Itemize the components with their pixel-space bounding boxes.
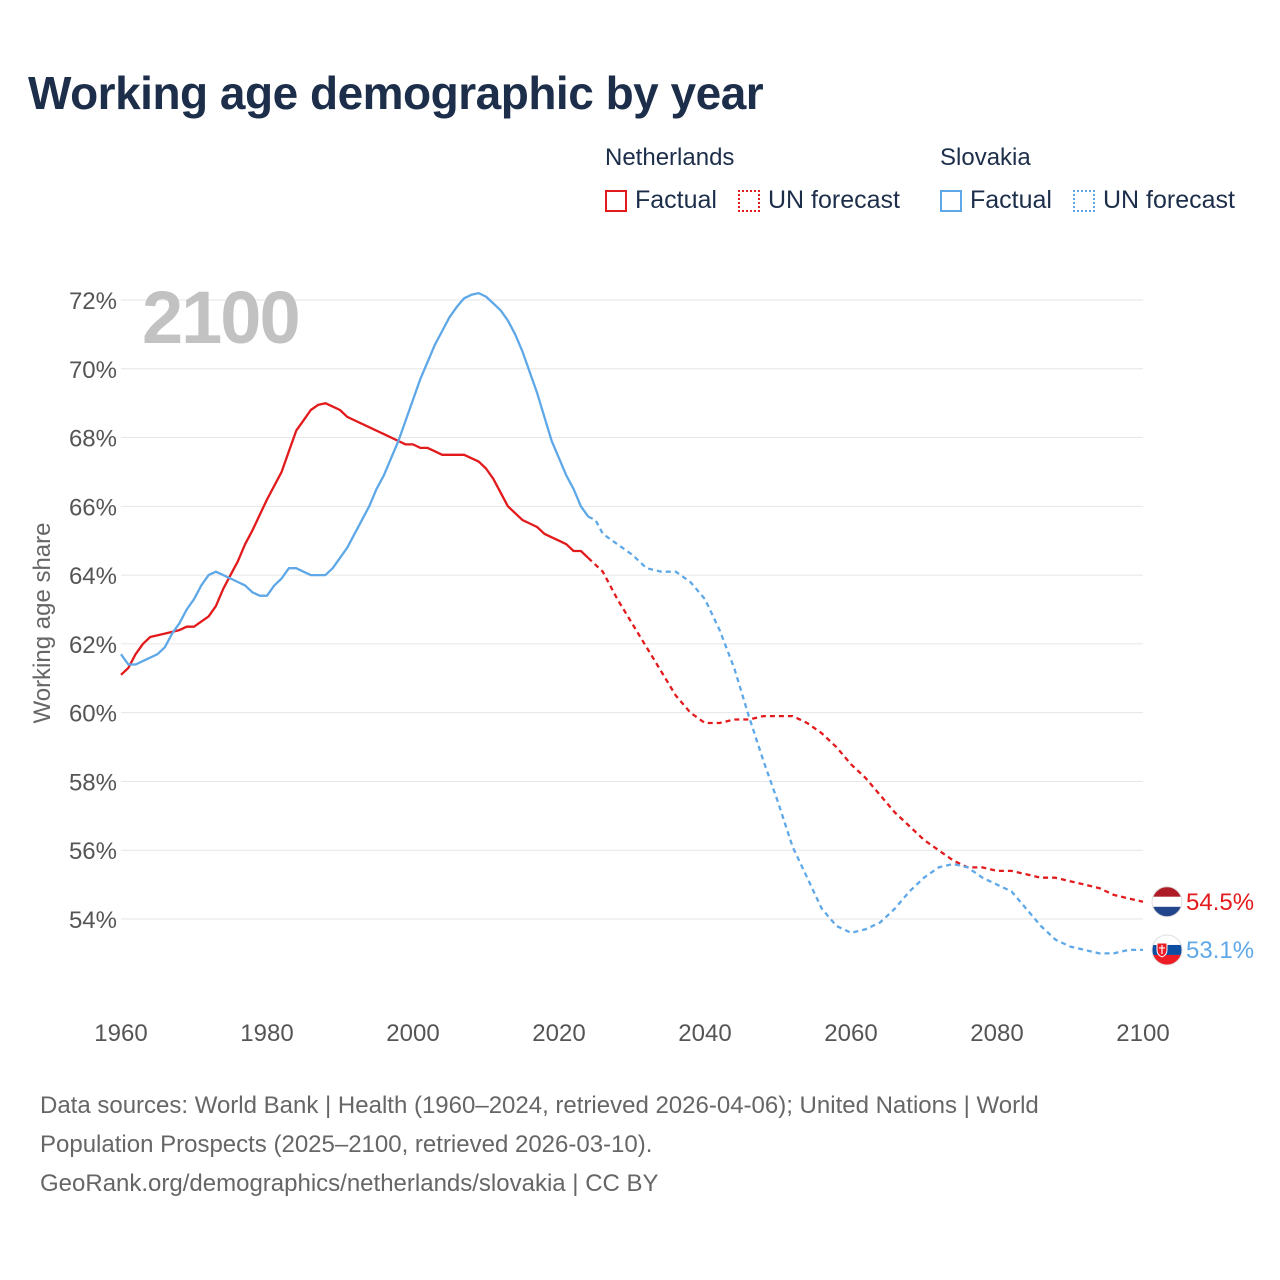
- slovakia-flag-icon: [1151, 934, 1183, 966]
- legend-netherlands-forecast-swatch: [738, 189, 760, 212]
- x-tick-label-2020: 2020: [532, 1020, 585, 1047]
- series-lines: [120, 291, 1144, 955]
- x-tick-label-2100: 2100: [1116, 1020, 1169, 1047]
- x-tick-label-2000: 2000: [386, 1020, 439, 1047]
- legend-netherlands-factual[interactable]: Factual: [605, 186, 717, 215]
- y-axis-label: Working age share: [29, 523, 56, 724]
- y-tick-label-66: 66%: [69, 494, 117, 521]
- end-markers: 54.5% 53.1%: [1151, 886, 1254, 966]
- slovakia-factual-line: [120, 291, 590, 666]
- legend-slovakia-factual-label: Factual: [970, 186, 1052, 214]
- netherlands-flag-icon: [1151, 886, 1183, 918]
- x-tick-label-2040: 2040: [678, 1020, 731, 1047]
- slovakia-forecast-line: [587, 515, 1143, 955]
- legend-slovakia-title: Slovakia: [940, 144, 1031, 171]
- grid-lines: [121, 299, 1143, 920]
- y-tick-label-70: 70%: [69, 357, 117, 384]
- y-tick-label-62: 62%: [69, 632, 117, 659]
- netherlands-factual-line: [120, 402, 589, 676]
- y-tick-label-64: 64%: [69, 563, 117, 590]
- netherlands-end-value-label: 54.5%: [1186, 889, 1254, 916]
- legend-slovakia-forecast-swatch: [1073, 189, 1095, 212]
- legend-netherlands-factual-label: Factual: [635, 186, 717, 214]
- year-watermark: 2100: [142, 276, 299, 359]
- y-tick-label-60: 60%: [69, 701, 117, 728]
- source-note: Data sources: World Bank | Health (1960–…: [40, 1086, 1220, 1203]
- y-axis-ticks: 54% 56% 58% 60% 62% 64% 66% 68% 70% 72%: [69, 288, 117, 934]
- y-tick-label-56: 56%: [69, 838, 117, 865]
- legend-netherlands-factual-swatch: [605, 189, 627, 212]
- chart-title: Working age demographic by year: [28, 67, 764, 119]
- slovakia-end-value-label: 53.1%: [1186, 937, 1254, 964]
- source-line-3[interactable]: GeoRank.org/demographics/netherlands/slo…: [40, 1170, 659, 1197]
- y-tick-label-68: 68%: [69, 426, 117, 453]
- source-line-2: Population Prospects (2025–2100, retriev…: [40, 1131, 653, 1158]
- y-tick-label-72: 72%: [69, 288, 117, 315]
- x-axis-ticks: 1960 1980 2000 2020 2040 2060 2080 2100: [94, 1020, 1169, 1047]
- legend-netherlands-forecast[interactable]: UN forecast: [738, 186, 900, 215]
- x-tick-label-1960: 1960: [94, 1020, 147, 1047]
- source-line-1: Data sources: World Bank | Health (1960–…: [40, 1092, 1039, 1119]
- y-tick-label-58: 58%: [69, 769, 117, 796]
- netherlands-forecast-line: [587, 557, 1144, 903]
- x-tick-label-2060: 2060: [824, 1020, 877, 1047]
- legend-slovakia-forecast[interactable]: UN forecast: [1073, 186, 1235, 215]
- legend-slovakia-factual-swatch: [940, 189, 962, 212]
- legend-slovakia-forecast-label: UN forecast: [1103, 186, 1235, 214]
- x-tick-label-2080: 2080: [970, 1020, 1023, 1047]
- x-tick-label-1980: 1980: [240, 1020, 293, 1047]
- legend-netherlands-title: Netherlands: [605, 144, 735, 171]
- y-tick-label-54: 54%: [69, 907, 117, 934]
- legend-netherlands-forecast-label: UN forecast: [768, 186, 900, 214]
- legend-slovakia-factual[interactable]: Factual: [940, 186, 1052, 215]
- line-chart: 54% 56% 58% 60% 62% 64% 66% 68% 70% 72% 1960 1980 2…: [29, 276, 1254, 1047]
